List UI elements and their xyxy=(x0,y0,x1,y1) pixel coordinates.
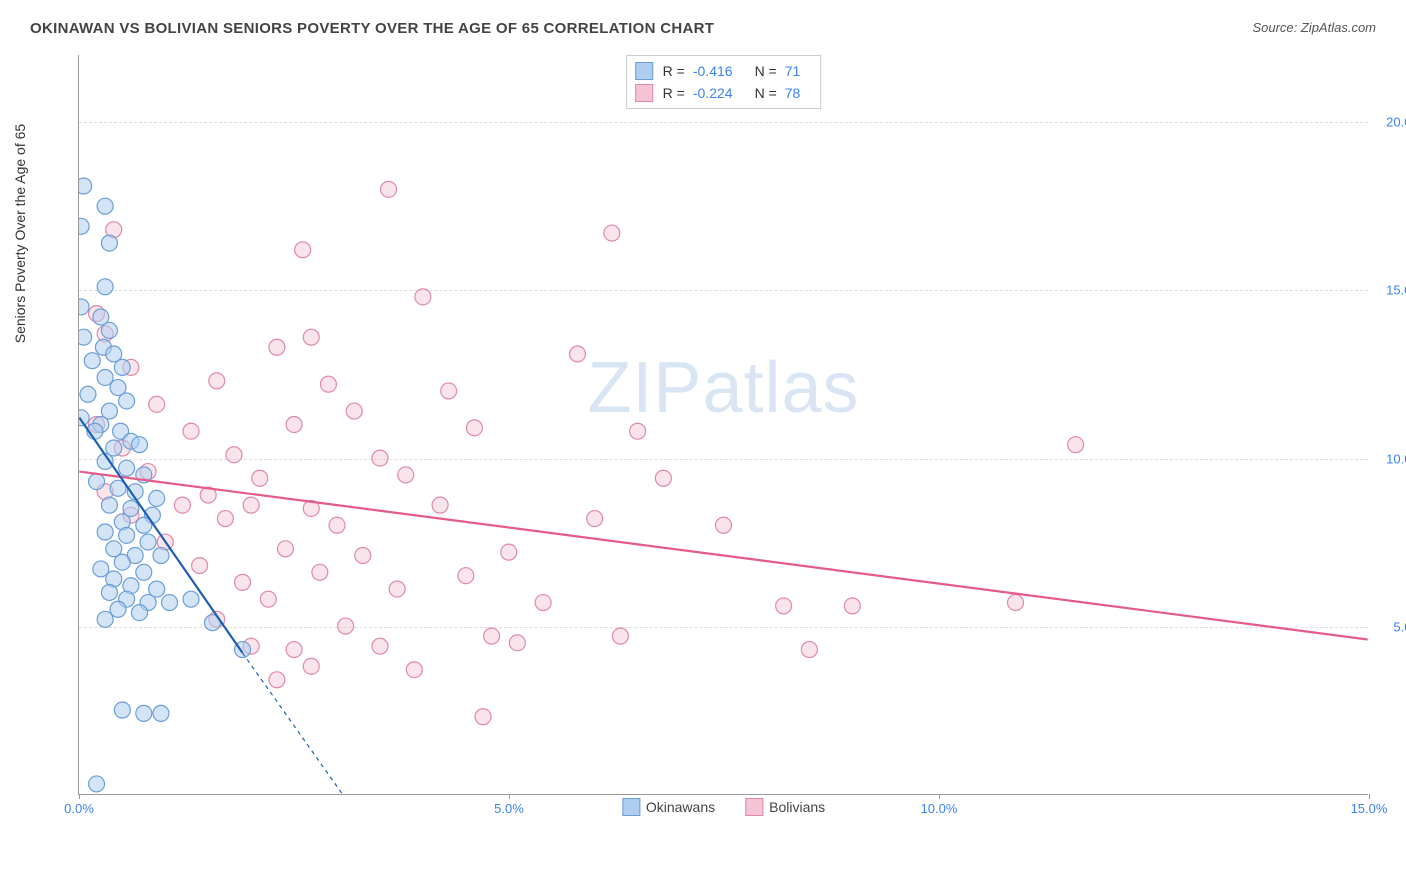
y-tick-label: 10.0% xyxy=(1386,451,1406,466)
r-label: R = xyxy=(663,63,685,79)
y-tick-label: 20.0% xyxy=(1386,115,1406,130)
swatch-bolivians-icon xyxy=(635,84,653,102)
n-label: N = xyxy=(755,85,777,101)
stats-row-b: R = -0.224 N = 78 xyxy=(635,82,813,104)
chart: Seniors Poverty Over the Age of 65 R = -… xyxy=(30,45,1370,845)
chart-title: OKINAWAN VS BOLIVIAN SENIORS POVERTY OVE… xyxy=(30,20,714,37)
x-tick-label: 10.0% xyxy=(921,801,958,816)
y-tick-label: 5.0% xyxy=(1393,619,1406,634)
legend-label-b: Bolivians xyxy=(769,799,825,815)
r-value-b: -0.224 xyxy=(693,85,733,101)
swatch-okinawans-icon xyxy=(622,798,640,816)
y-tick-label: 15.0% xyxy=(1386,283,1406,298)
x-tick-label: 15.0% xyxy=(1351,801,1388,816)
bottom-legend: Okinawans Bolivians xyxy=(622,798,825,816)
legend-item-a: Okinawans xyxy=(622,798,715,816)
r-value-a: -0.416 xyxy=(693,63,733,79)
swatch-okinawans-icon xyxy=(635,62,653,80)
n-value-a: 71 xyxy=(785,63,801,79)
swatch-bolivians-icon xyxy=(745,798,763,816)
x-tick-label: 0.0% xyxy=(64,801,94,816)
r-label: R = xyxy=(663,85,685,101)
legend-item-b: Bolivians xyxy=(745,798,825,816)
plot-area: R = -0.416 N = 71 R = -0.224 N = 78 ZIPa… xyxy=(78,55,1368,795)
n-label: N = xyxy=(755,63,777,79)
stats-row-a: R = -0.416 N = 71 xyxy=(635,60,813,82)
x-tick-label: 5.0% xyxy=(494,801,524,816)
y-axis-label: Seniors Poverty Over the Age of 65 xyxy=(12,124,28,343)
stats-legend: R = -0.416 N = 71 R = -0.224 N = 78 xyxy=(626,55,822,109)
legend-label-a: Okinawans xyxy=(646,799,715,815)
n-value-b: 78 xyxy=(785,85,801,101)
source-label: Source: ZipAtlas.com xyxy=(1252,20,1376,35)
scatter-svg xyxy=(79,55,1368,794)
